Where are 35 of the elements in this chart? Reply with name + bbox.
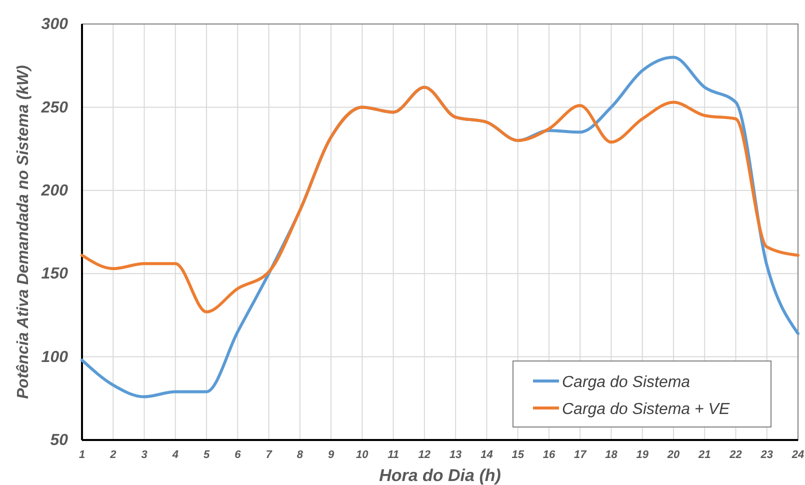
x-tick-label: 20: [666, 448, 680, 461]
x-tick-label: 15: [512, 448, 525, 461]
x-tick-label: 11: [388, 448, 400, 461]
y-tick-label: 250: [40, 99, 68, 116]
x-tick-label: 6: [234, 448, 242, 461]
x-tick-label: 21: [697, 448, 711, 461]
x-tick-label: 7: [266, 448, 273, 461]
x-tick-label: 10: [356, 448, 370, 461]
y-axis-title: Potência Ativa Demandada no Sistema (kW): [15, 65, 32, 399]
x-tick-label: 18: [605, 448, 618, 461]
line-series: [80, 86, 800, 314]
legend-label: Carga do Sistema: [562, 374, 690, 391]
x-tick-label: 9: [328, 448, 335, 461]
x-tick-label: 23: [760, 448, 773, 461]
x-tick-label: 13: [449, 448, 462, 461]
x-tick-label: 4: [171, 448, 178, 461]
legend-label: Carga do Sistema + VE: [562, 401, 730, 418]
x-tick-label: 8: [296, 448, 304, 461]
x-tick-label: 2: [109, 448, 116, 461]
x-tick-label: 3: [141, 448, 148, 461]
y-tick-label: 50: [50, 432, 68, 450]
x-tick-label: 1: [78, 448, 86, 461]
x-tick-label: 5: [203, 448, 210, 461]
x-tick-label: 12: [418, 448, 431, 461]
y-tick-label: 100: [41, 348, 68, 366]
x-tick-label: 22: [728, 448, 742, 461]
x-tick-label: 14: [480, 448, 493, 461]
x-tick-label: 19: [636, 448, 650, 461]
x-tick-label: 24: [790, 448, 804, 461]
x-tick-label: 16: [542, 448, 556, 461]
y-tick-label: 200: [40, 182, 68, 200]
y-tick-label: 300: [41, 16, 68, 34]
x-axis-title: Hora do Dia (h): [379, 466, 502, 485]
x-tick-label: 17: [574, 448, 588, 461]
y-tick-label: 150: [41, 266, 68, 283]
